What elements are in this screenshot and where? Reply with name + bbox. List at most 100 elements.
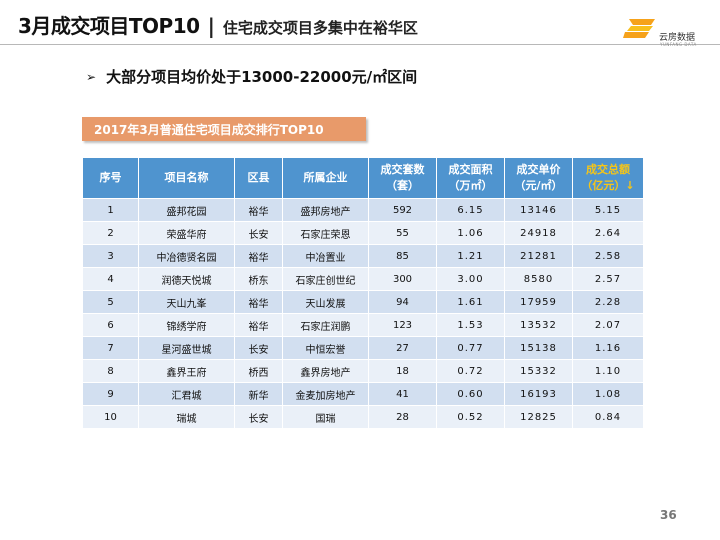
cell-company: 鑫界房地产: [282, 359, 369, 383]
cell-area: 1.21: [436, 244, 505, 268]
cell-project: 锦绣学府: [138, 313, 235, 337]
cell-total: 2.07: [572, 313, 644, 337]
cell-rank: 6: [82, 313, 139, 337]
cell-district: 裕华: [234, 313, 283, 337]
table-row: 6 锦绣学府 裕华 石家庄润鹏 123 1.53 13532 2.07: [82, 313, 644, 337]
cell-units: 41: [368, 382, 437, 406]
cell-company: 石家庄润鹏: [282, 313, 369, 337]
cell-area: 0.52: [436, 405, 505, 429]
table-row: 5 天山九峯 裕华 天山发展 94 1.61 17959 2.28: [82, 290, 644, 314]
col-header-company: 所属企业: [282, 157, 369, 199]
cell-units: 123: [368, 313, 437, 337]
table-row: 10 瑞城 长安 国瑞 28 0.52 12825 0.84: [82, 405, 644, 429]
cell-company: 金麦加房地产: [282, 382, 369, 406]
cell-district: 裕华: [234, 244, 283, 268]
page-subtitle: 住宅成交项目多集中在裕华区: [222, 19, 418, 37]
cell-company: 石家庄创世纪: [282, 267, 369, 291]
table-row: 1 盛邦花园 裕华 盛邦房地产 592 6.15 13146 5.15: [82, 198, 644, 222]
cell-rank: 5: [82, 290, 139, 314]
cell-units: 55: [368, 221, 437, 245]
col-header-rank: 序号: [82, 157, 139, 199]
cell-total: 0.84: [572, 405, 644, 429]
cell-project: 瑞城: [138, 405, 235, 429]
cell-project: 鑫界王府: [138, 359, 235, 383]
cell-rank: 10: [82, 405, 139, 429]
header-divider: [0, 44, 720, 45]
cell-area: 3.00: [436, 267, 505, 291]
table-row: 2 荣盛华府 长安 石家庄荣恩 55 1.06 24918 2.64: [82, 221, 644, 245]
cell-units: 18: [368, 359, 437, 383]
cell-total: 1.16: [572, 336, 644, 360]
cell-district: 新华: [234, 382, 283, 406]
cell-district: 桥东: [234, 267, 283, 291]
page-number: 36: [660, 508, 677, 522]
cell-price: 8580: [504, 267, 573, 291]
cell-project: 润德天悦城: [138, 267, 235, 291]
table-row: 7 星河盛世城 长安 中恒宏誉 27 0.77 15138 1.16: [82, 336, 644, 360]
cell-project: 星河盛世城: [138, 336, 235, 360]
cell-price: 17959: [504, 290, 573, 314]
cell-total: 2.64: [572, 221, 644, 245]
table-row: 9 汇君城 新华 金麦加房地产 41 0.60 16193 1.08: [82, 382, 644, 406]
logo-name: 云房数据: [659, 33, 696, 43]
cell-district: 桥西: [234, 359, 283, 383]
col-header-units: 成交套数 （套）: [368, 157, 437, 199]
cell-price: 13146: [504, 198, 573, 222]
cell-units: 592: [368, 198, 437, 222]
cell-total: 1.10: [572, 359, 644, 383]
cell-project: 天山九峯: [138, 290, 235, 314]
cell-price: 21281: [504, 244, 573, 268]
cell-rank: 3: [82, 244, 139, 268]
cell-price: 24918: [504, 221, 573, 245]
table-caption: 2017年3月普通住宅项目成交排行TOP10: [82, 117, 366, 141]
cell-area: 0.60: [436, 382, 505, 406]
col-header-price: 成交单价 （元/㎡）: [504, 157, 573, 199]
col-header-district: 区县: [234, 157, 283, 199]
key-point-text: 大部分项目均价处于13000-22000元/㎡区间: [106, 68, 418, 86]
ranking-table: 序号 项目名称 区县 所属企业 成交套数 （套） 成交面积 （万㎡） 成交单价 （元/…: [82, 157, 644, 429]
cell-company: 中恒宏誉: [282, 336, 369, 360]
col-header-project: 项目名称: [138, 157, 235, 199]
cell-company: 中冶置业: [282, 244, 369, 268]
table-header-row: 序号 项目名称 区县 所属企业 成交套数 （套） 成交面积 （万㎡） 成交单价 （元/…: [82, 157, 644, 199]
cell-total: 2.57: [572, 267, 644, 291]
page-header: 3月成交项目TOP10 | 住宅成交项目多集中在裕华区: [18, 10, 418, 39]
cell-project: 汇君城: [138, 382, 235, 406]
cell-district: 裕华: [234, 290, 283, 314]
cell-rank: 8: [82, 359, 139, 383]
logo-subtitle: YUNFANG DATA: [660, 42, 697, 47]
cell-units: 300: [368, 267, 437, 291]
cell-rank: 2: [82, 221, 139, 245]
brand-logo: 云房数据 YUNFANG DATA: [609, 16, 704, 52]
cell-company: 盛邦房地产: [282, 198, 369, 222]
cell-units: 28: [368, 405, 437, 429]
cell-rank: 1: [82, 198, 139, 222]
cell-total: 2.28: [572, 290, 644, 314]
cell-project: 盛邦花园: [138, 198, 235, 222]
cell-project: 荣盛华府: [138, 221, 235, 245]
table-row: 4 润德天悦城 桥东 石家庄创世纪 300 3.00 8580 2.57: [82, 267, 644, 291]
cell-district: 裕华: [234, 198, 283, 222]
cell-rank: 7: [82, 336, 139, 360]
cell-company: 国瑞: [282, 405, 369, 429]
table-row: 8 鑫界王府 桥西 鑫界房地产 18 0.72 15332 1.10: [82, 359, 644, 383]
title-separator: |: [207, 14, 215, 38]
cell-units: 94: [368, 290, 437, 314]
cell-price: 15138: [504, 336, 573, 360]
cell-district: 长安: [234, 405, 283, 429]
cell-district: 长安: [234, 336, 283, 360]
cell-area: 6.15: [436, 198, 505, 222]
page-title: 3月成交项目TOP10: [18, 14, 200, 38]
cell-area: 0.77: [436, 336, 505, 360]
key-point: ➢ 大部分项目均价处于13000-22000元/㎡区间: [86, 66, 417, 87]
col-header-total-sorted: 成交总额 （亿元）↓: [572, 157, 644, 199]
cell-price: 12825: [504, 405, 573, 429]
cell-area: 0.72: [436, 359, 505, 383]
cell-units: 85: [368, 244, 437, 268]
table-row: 3 中冶德贤名园 裕华 中冶置业 85 1.21 21281 2.58: [82, 244, 644, 268]
cell-company: 石家庄荣恩: [282, 221, 369, 245]
cell-district: 长安: [234, 221, 283, 245]
cell-price: 15332: [504, 359, 573, 383]
cell-rank: 4: [82, 267, 139, 291]
col-header-area: 成交面积 （万㎡）: [436, 157, 505, 199]
